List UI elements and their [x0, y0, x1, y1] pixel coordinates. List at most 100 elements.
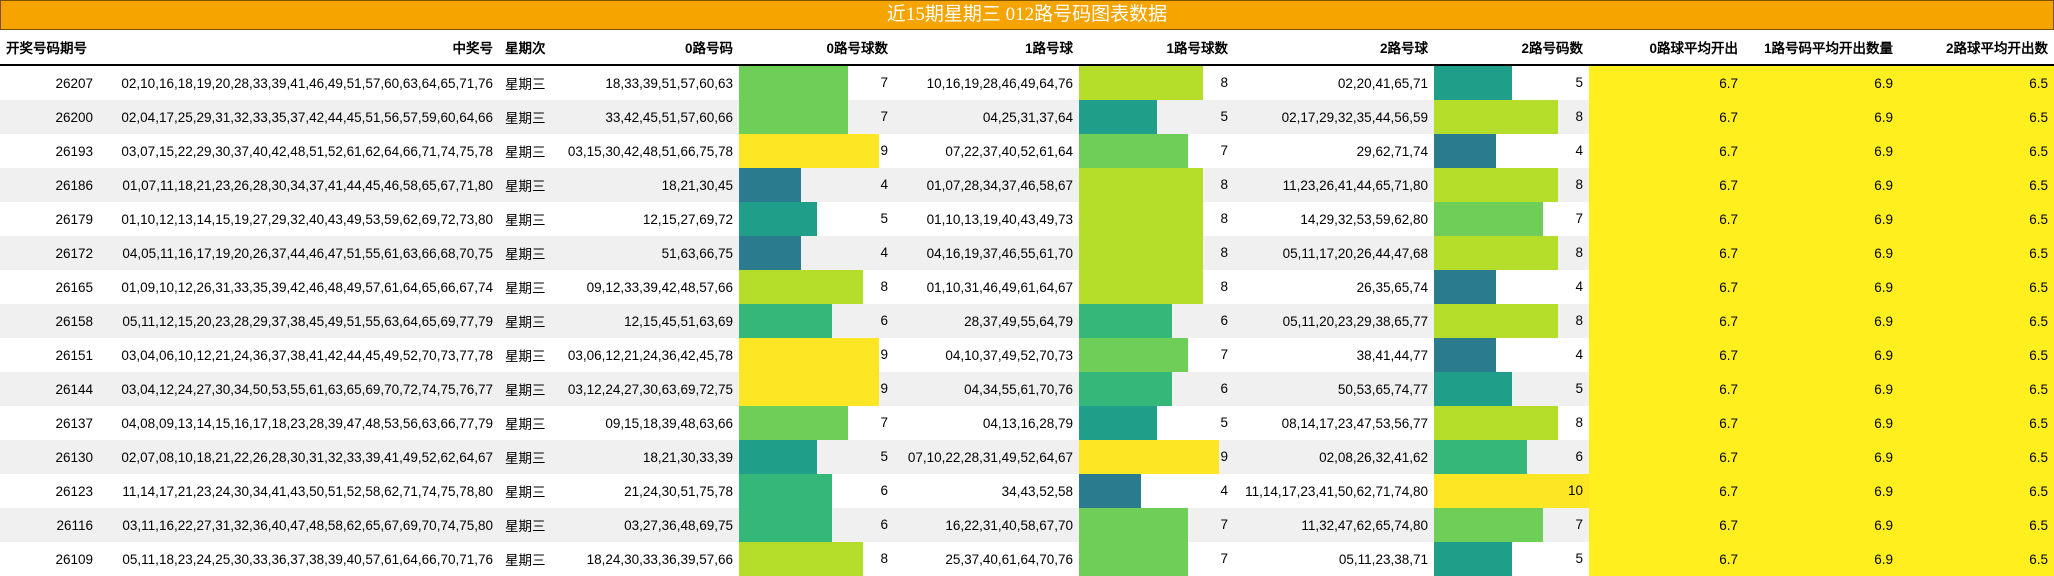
- route0-average-cell[interactable]: 6.7: [1589, 168, 1744, 202]
- route1-count-cell[interactable]: 8: [1079, 202, 1234, 236]
- route1-count-cell[interactable]: 6: [1079, 372, 1234, 406]
- route1-count-cell[interactable]: 7: [1079, 338, 1234, 372]
- route0-count-cell[interactable]: 9: [739, 134, 894, 168]
- table-row[interactable]: 26165 01,09,10,12,26,31,33,35,39,42,46,48…: [0, 270, 2054, 304]
- route0-numbers-cell[interactable]: 51,63,66,75: [554, 236, 739, 270]
- table-row[interactable]: 26186 01,07,11,18,21,23,26,28,30,34,37,41…: [0, 168, 2054, 202]
- route2-numbers-cell[interactable]: 26,35,65,74: [1356, 279, 1428, 295]
- route2-numbers-cell[interactable]: 11,14,17,23,41,50,62,71,74,80: [1245, 483, 1428, 499]
- route1-average-cell[interactable]: 6.9: [1744, 338, 1899, 372]
- route0-numbers-cell[interactable]: 12,15,45,51,63,69: [554, 304, 739, 338]
- route1-average-cell[interactable]: 6.9: [1744, 372, 1899, 406]
- route1-average-cell[interactable]: 6.9: [1744, 406, 1899, 440]
- period-cell[interactable]: 26137: [55, 415, 93, 431]
- weekday-cell[interactable]: 星期三: [499, 372, 554, 406]
- numbers-cell[interactable]: 04,08,09,13,14,15,16,17,18,23,28,39,47,4…: [121, 415, 493, 431]
- numbers-cell[interactable]: 01,10,12,13,14,15,19,27,29,32,40,43,49,5…: [121, 211, 493, 227]
- route0-count-cell[interactable]: 7: [739, 65, 894, 100]
- route2-average-cell[interactable]: 6.5: [1899, 304, 2054, 338]
- table-row[interactable]: 26172 04,05,11,16,17,19,20,26,37,44,46,47…: [0, 236, 2054, 270]
- route1-numbers-cell[interactable]: 25,37,40,61,64,70,76: [945, 551, 1073, 567]
- route1-numbers-cell[interactable]: 16,22,31,40,58,67,70: [894, 508, 1079, 542]
- route1-average-cell[interactable]: 6.9: [1744, 304, 1899, 338]
- route1-numbers-cell[interactable]: 01,10,13,19,40,43,49,73: [926, 211, 1073, 227]
- weekday-cell[interactable]: 星期三: [505, 349, 546, 364]
- route2-average-cell[interactable]: 6.5: [1899, 65, 2054, 100]
- weekday-cell[interactable]: 星期三: [505, 553, 546, 568]
- route1-numbers-cell[interactable]: 04,13,16,28,79: [982, 415, 1073, 431]
- route0-average-cell[interactable]: 6.7: [1589, 100, 1744, 134]
- route1-count-cell[interactable]: 8: [1079, 236, 1234, 270]
- route1-count-cell[interactable]: 5: [1079, 100, 1234, 134]
- table-row[interactable]: 26137 04,08,09,13,14,15,16,17,18,23,28,39…: [0, 406, 2054, 440]
- route1-count-cell[interactable]: 8: [1079, 270, 1234, 304]
- route1-numbers-cell[interactable]: 10,16,19,28,46,49,64,76: [926, 75, 1073, 91]
- route0-average-cell[interactable]: 6.7: [1589, 440, 1744, 474]
- route1-average-cell[interactable]: 6.9: [1744, 440, 1899, 474]
- period-cell[interactable]: 26123: [55, 483, 93, 499]
- route2-average-cell[interactable]: 6.5: [1899, 542, 2054, 576]
- table-row[interactable]: 26144 03,04,12,24,27,30,34,50,53,55,61,63…: [0, 372, 2054, 406]
- header-route1-average[interactable]: 1路号码平均开出数量: [1744, 30, 1899, 66]
- route2-average-cell[interactable]: 6.5: [1899, 406, 2054, 440]
- route1-count-cell[interactable]: 5: [1079, 406, 1234, 440]
- route2-numbers-cell[interactable]: 14,29,32,53,59,62,80: [1300, 211, 1428, 227]
- route0-average-cell[interactable]: 6.7: [1589, 270, 1744, 304]
- header-route0-count[interactable]: 0路号球数: [739, 30, 894, 66]
- route2-average-cell[interactable]: 6.5: [1899, 474, 2054, 508]
- weekday-cell[interactable]: 星期三: [499, 508, 554, 542]
- weekday-cell[interactable]: 星期三: [505, 77, 546, 92]
- route0-numbers-cell[interactable]: 12,15,27,69,72: [642, 211, 733, 227]
- weekday-cell[interactable]: 星期三: [499, 168, 554, 202]
- route0-count-cell[interactable]: 5: [739, 440, 894, 474]
- route2-numbers-cell[interactable]: 05,11,17,20,26,44,47,68: [1234, 236, 1434, 270]
- numbers-cell[interactable]: 01,09,10,12,26,31,33,35,39,42,46,48,49,5…: [121, 279, 493, 295]
- numbers-cell[interactable]: 04,05,11,16,17,19,20,26,37,44,46,47,51,5…: [99, 236, 499, 270]
- route0-count-cell[interactable]: 6: [739, 474, 894, 508]
- table-row[interactable]: 26158 05,11,12,15,20,23,28,29,37,38,45,49…: [0, 304, 2054, 338]
- route1-count-cell[interactable]: 8: [1079, 65, 1234, 100]
- header-route2-average[interactable]: 2路球平均开出数: [1899, 30, 2054, 66]
- weekday-cell[interactable]: 星期三: [505, 145, 546, 160]
- route0-average-cell[interactable]: 6.7: [1589, 406, 1744, 440]
- table-row[interactable]: 26116 03,11,16,22,27,31,32,36,40,47,48,58…: [0, 508, 2054, 542]
- route0-numbers-cell[interactable]: 18,21,30,45: [554, 168, 739, 202]
- route1-count-cell[interactable]: 9: [1079, 440, 1234, 474]
- route1-average-cell[interactable]: 6.9: [1744, 508, 1899, 542]
- route1-numbers-cell[interactable]: 01,10,31,46,49,61,64,67: [926, 279, 1073, 295]
- header-route0-numbers[interactable]: 0路号码: [554, 30, 739, 66]
- route2-count-cell[interactable]: 5: [1434, 65, 1589, 100]
- weekday-cell[interactable]: 星期三: [505, 485, 546, 500]
- period-cell[interactable]: 26130: [0, 440, 99, 474]
- route1-numbers-cell[interactable]: 04,10,37,49,52,70,73: [945, 347, 1073, 363]
- route1-average-cell[interactable]: 6.9: [1744, 542, 1899, 576]
- numbers-cell[interactable]: 11,14,17,21,23,24,30,34,41,43,50,51,52,5…: [122, 483, 493, 499]
- route2-numbers-cell[interactable]: 11,32,47,62,65,74,80: [1234, 508, 1434, 542]
- route2-numbers-cell[interactable]: 08,14,17,23,47,53,56,77: [1281, 415, 1428, 431]
- route0-numbers-cell[interactable]: 33,42,45,51,57,60,66: [554, 100, 739, 134]
- numbers-cell[interactable]: 03,04,06,10,12,21,24,36,37,38,41,42,44,4…: [121, 347, 493, 363]
- period-cell[interactable]: 26186: [0, 168, 99, 202]
- route1-numbers-cell[interactable]: 04,16,19,37,46,55,61,70: [894, 236, 1079, 270]
- route2-average-cell[interactable]: 6.5: [1899, 236, 2054, 270]
- route2-count-cell[interactable]: 8: [1434, 406, 1589, 440]
- table-row[interactable]: 26207 02,10,16,18,19,20,28,33,39,41,46,49…: [0, 65, 2054, 100]
- header-route2-count[interactable]: 2路号码数: [1434, 30, 1589, 66]
- route0-average-cell[interactable]: 6.7: [1589, 508, 1744, 542]
- route1-numbers-cell[interactable]: 01,07,28,34,37,46,58,67: [894, 168, 1079, 202]
- route2-numbers-cell[interactable]: 02,17,29,32,35,44,56,59: [1234, 100, 1434, 134]
- table-row[interactable]: 26109 05,11,18,23,24,25,30,33,36,37,38,39…: [0, 542, 2054, 576]
- weekday-cell[interactable]: 星期三: [505, 213, 546, 228]
- route1-count-cell[interactable]: 8: [1079, 168, 1234, 202]
- weekday-cell[interactable]: 星期三: [499, 100, 554, 134]
- route2-count-cell[interactable]: 6: [1434, 440, 1589, 474]
- header-route0-average[interactable]: 0路球平均开出: [1589, 30, 1744, 66]
- route1-average-cell[interactable]: 6.9: [1744, 202, 1899, 236]
- route2-numbers-cell[interactable]: 05,11,20,23,29,38,65,77: [1234, 304, 1434, 338]
- route1-numbers-cell[interactable]: 04,25,31,37,64: [894, 100, 1079, 134]
- route2-numbers-cell[interactable]: 29,62,71,74: [1356, 143, 1428, 159]
- numbers-cell[interactable]: 05,11,12,15,20,23,28,29,37,38,45,49,51,5…: [99, 304, 499, 338]
- route1-average-cell[interactable]: 6.9: [1744, 134, 1899, 168]
- header-route2-numbers[interactable]: 2路号球: [1234, 30, 1434, 66]
- route2-count-cell[interactable]: 4: [1434, 134, 1589, 168]
